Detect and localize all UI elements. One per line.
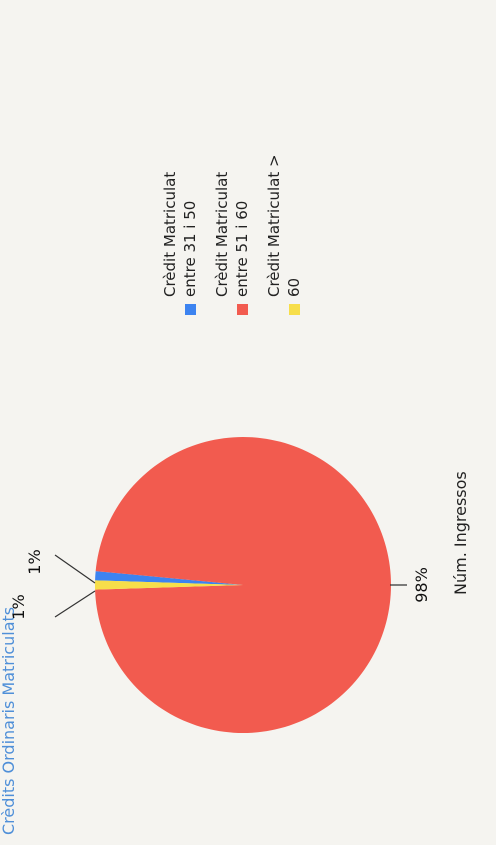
legend-item-slice-31-50: Crèdit Matriculat entre 31 i 50 bbox=[161, 172, 199, 315]
legend-label: 60 bbox=[285, 278, 303, 297]
legend-swatch bbox=[237, 304, 248, 315]
legend-label: Crèdit Matriculat bbox=[213, 172, 231, 297]
legend-item-slice-51-60: Crèdit Matriculat entre 51 i 60 bbox=[213, 172, 251, 315]
slice-31-50-leader-line bbox=[54, 554, 96, 584]
slice-31-50-data-label: 1% bbox=[25, 549, 44, 574]
legend: Crèdit Matriculat entre 31 i 50 Crèdit Mat… bbox=[161, 154, 303, 315]
legend-swatch bbox=[289, 304, 300, 315]
slice-31-50 bbox=[95, 571, 243, 585]
slice-51-60-data-label: 98% bbox=[412, 567, 431, 603]
chart-title: Crèdits Ordinaris Matriculats bbox=[0, 607, 18, 835]
legend-label: Crèdit Matriculat > bbox=[265, 154, 283, 297]
pie-slices bbox=[94, 437, 391, 733]
slice-51-60 bbox=[95, 437, 391, 733]
legend-swatch bbox=[185, 304, 196, 315]
legend-label: entre 31 i 50 bbox=[181, 201, 199, 297]
slice-over-60-leader-line bbox=[54, 590, 96, 618]
slice-labels: 1% 98% 1% bbox=[9, 549, 431, 619]
legend-label: entre 51 i 60 bbox=[233, 201, 251, 297]
legend-item-slice-over-60: Crèdit Matriculat >60 bbox=[265, 154, 303, 315]
slice-over-60 bbox=[94, 580, 243, 590]
x-axis-label: Núm. Ingressos bbox=[451, 471, 470, 595]
slice-over-60-data-label: 1% bbox=[9, 594, 28, 619]
legend-label: Crèdit Matriculat bbox=[161, 172, 179, 297]
